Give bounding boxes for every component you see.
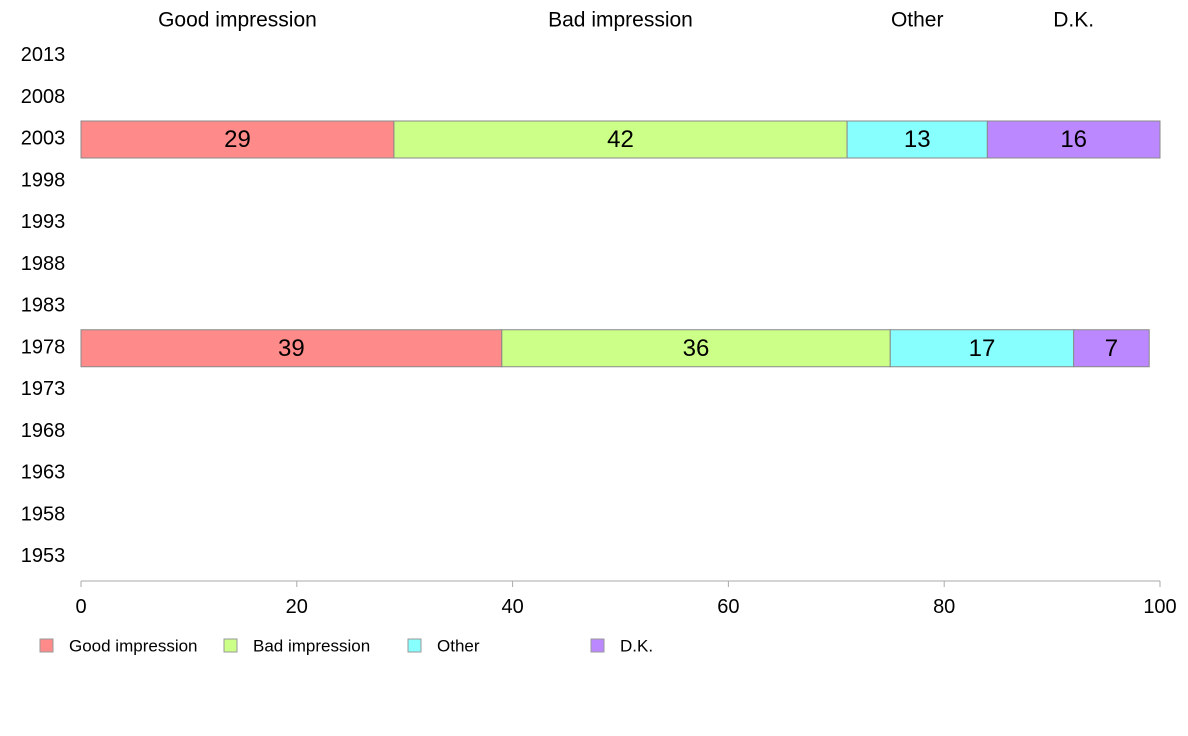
data-label-1978-good-impression: 39 [278, 335, 305, 362]
category-label-1953: 1953 [21, 545, 66, 567]
column-header-bad-impression: Bad impression [548, 9, 693, 32]
category-label-1958: 1958 [21, 503, 66, 525]
category-label-1983: 1983 [21, 295, 66, 317]
bar-segment-1978-bad-impression [501, 329, 891, 368]
column-header-other: Other [891, 9, 944, 32]
data-label-1978-bad-impression: 36 [683, 335, 710, 362]
x-tick-label-60: 60 [717, 596, 739, 618]
category-label-1963: 1963 [21, 462, 66, 484]
data-label-1978-other: 17 [969, 335, 996, 362]
bar-segment-2003-other [846, 120, 988, 159]
category-labels: 2013 2008 2003 1998 1993 1988 1983 1978 1973 1968… [21, 44, 66, 567]
x-tick-label-20: 20 [286, 596, 308, 618]
x-tick-label-40: 40 [501, 596, 523, 618]
legend-swatch-d-k [590, 638, 605, 653]
x-tick-label-0: 0 [75, 596, 86, 618]
legend-label-other: Other [437, 637, 480, 656]
category-label-1988: 1988 [21, 253, 66, 275]
category-label-1998: 1998 [21, 169, 66, 191]
bar-segment-2003-bad-impression [393, 120, 848, 159]
legend-swatch-other [407, 638, 422, 653]
legend-label-d-k: D.K. [620, 637, 653, 656]
category-label-1973: 1973 [21, 378, 66, 400]
x-axis: 0 20 40 60 80 100 [75, 580, 1177, 618]
legend-swatch-good-impression [39, 638, 54, 653]
x-tick-label-80: 80 [933, 596, 955, 618]
bar-segment-1978-good-impression [80, 329, 503, 368]
category-label-1993: 1993 [21, 211, 66, 233]
bars: 29 42 13 16 39 36 17 7 [80, 120, 1161, 368]
bar-segment-2003-d-k [986, 120, 1161, 159]
bar-segment-1978-d-k [1073, 329, 1150, 368]
data-label-2003-good-impression: 29 [224, 126, 251, 153]
data-label-2003-d-k: 16 [1060, 126, 1087, 153]
category-label-1978: 1978 [21, 336, 66, 358]
column-header-d-k: D.K. [1053, 9, 1094, 32]
legend: Good impression Bad impression Other D.K. [39, 637, 653, 656]
category-label-1968: 1968 [21, 420, 66, 442]
x-tick-label-100: 100 [1143, 596, 1176, 618]
bar-segment-1978-other [889, 329, 1075, 368]
data-label-2003-bad-impression: 42 [607, 126, 634, 153]
column-header-good-impression: Good impression [158, 9, 317, 32]
bar-segment-2003-good-impression [80, 120, 395, 159]
category-label-2003: 2003 [21, 128, 66, 150]
data-label-2003-other: 13 [904, 126, 931, 153]
category-label-2008: 2008 [21, 86, 66, 108]
legend-label-bad-impression: Bad impression [253, 637, 370, 656]
category-label-2013: 2013 [21, 44, 66, 66]
legend-swatch-bad-impression [223, 638, 238, 653]
legend-label-good-impression: Good impression [69, 637, 198, 656]
data-label-1978-d-k: 7 [1105, 335, 1118, 362]
column-headers: Good impression Bad impression Other D.K. [158, 9, 1094, 32]
